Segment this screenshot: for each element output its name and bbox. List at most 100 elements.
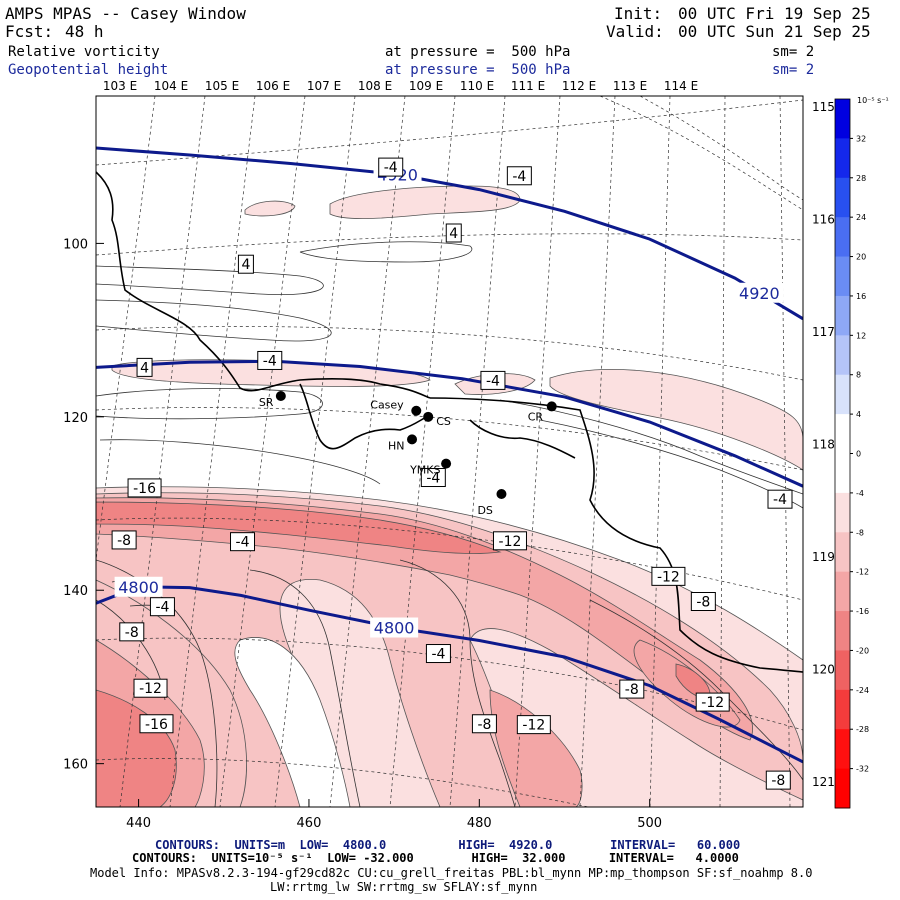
station-label-cr: CR (528, 410, 544, 423)
x-tick-label: 480 (467, 816, 492, 831)
colorbar-level-label: -4 (856, 489, 864, 498)
vorticity-label-box (695, 692, 730, 712)
y-tick-label: 100 (63, 237, 88, 252)
footer-model-info-2: LW:rrtmg_lw SW:rrtmg_sw SFLAY:sf_mynn (270, 880, 538, 894)
vorticity-label: -4 (512, 169, 526, 185)
contour-positive-4 (96, 388, 323, 420)
colorbar-level-label: 32 (856, 134, 866, 143)
colorbar-segment (835, 99, 850, 139)
vorticity-label-box (149, 597, 175, 617)
field2-level: at pressure = 500 hPa (385, 62, 571, 78)
colorbar-level-label: 16 (856, 292, 866, 301)
height-label-bg (370, 617, 419, 638)
vorticity-fill-upper-2 (244, 200, 296, 217)
vorticity-label-box (690, 592, 716, 612)
x-tick-label: 440 (126, 816, 151, 831)
colorbar-segment (835, 335, 850, 376)
vorticity-label: -8 (125, 625, 139, 641)
vorticity-label-box (230, 532, 256, 552)
vorticity-fill-band-16 (96, 501, 502, 555)
height-label-4800: 4800 (118, 578, 159, 597)
contour-negative-2 (399, 559, 516, 807)
vorticity-label: -4 (773, 492, 787, 508)
lon-label-right-bg (812, 436, 834, 453)
lon-label-right-bg (812, 661, 834, 678)
field1-sm: sm= 2 (772, 44, 815, 60)
fcst-value: 48 h (65, 22, 104, 41)
vorticity-label-box (492, 531, 527, 551)
valid-value: 00 UTC Sun 21 Sep 25 (678, 22, 871, 41)
longitude-labels-top: 103 E 104 E 105 E 106 E 107 E 108 E 109 E 110 E… (103, 79, 698, 93)
y-tick-label: 120 (63, 411, 88, 426)
vorticity-label-box (516, 715, 551, 735)
field2-name: Geopotential height (8, 62, 169, 78)
vorticity-label: -8 (625, 682, 639, 698)
vorticity-label: -8 (771, 773, 785, 789)
station-marker-cr (546, 401, 557, 412)
vorticity-label: -12 (657, 569, 680, 585)
station-marker-hn (407, 434, 418, 445)
x-tick-label: 500 (637, 816, 662, 831)
lon-label-top: 108 E (358, 79, 392, 93)
vorticity-label-box (237, 254, 254, 274)
vorticity-label: -12 (139, 681, 162, 697)
lon-label-right-bg (812, 549, 834, 565)
thin-contours (96, 241, 803, 807)
colorbar-level-label: 12 (856, 331, 866, 340)
vorticity-label: -4 (236, 535, 250, 551)
vorticity-label: -12 (499, 534, 522, 550)
station-marker-cs (423, 411, 434, 422)
lon-label-right-bg (812, 324, 834, 340)
vorticity-label-box (139, 714, 174, 734)
vorticity-label: -16 (133, 481, 156, 497)
lon-label-top: 104 E (154, 79, 188, 93)
vorticity-label: 4 (449, 226, 458, 242)
colorbar-segment (835, 768, 850, 809)
height-contour-4920 (96, 146, 803, 321)
vorticity-label-box (111, 530, 137, 550)
init-label: Init: (614, 4, 663, 23)
stations: SR Casey CS CR HN YMKS DS (259, 391, 557, 517)
vorticity-label-box (506, 166, 532, 186)
lon-label-right-bg (812, 211, 834, 228)
colorbar-level-label: -28 (856, 725, 869, 734)
colorbar-level-label: -20 (856, 646, 869, 655)
vorticity-label-box (136, 357, 153, 377)
station-label-ds: DS (477, 504, 492, 517)
contour-positive-2 (96, 299, 332, 342)
lon-label-top: 105 E (205, 79, 239, 93)
colorbar-unit: 10⁻⁵ s⁻¹ (857, 96, 889, 105)
plot-frame (95, 95, 804, 808)
footer-model-info-1: Model Info: MPASv8.2.3-194-gf29cd82c CU:… (90, 866, 813, 880)
colorbar-level-label: 20 (856, 253, 866, 262)
vorticity-label: -12 (701, 695, 724, 711)
vorticity-label: -4 (155, 600, 169, 616)
contour-negative-3 (249, 569, 361, 807)
colorbar-level-label: 0 (856, 450, 861, 459)
lon-label-top: 111 E (511, 79, 545, 93)
height-label-bg (735, 282, 784, 303)
init-value: 00 UTC Fri 19 Sep 25 (678, 4, 871, 23)
x-axis-ticks: 440 460 480 500 (126, 799, 662, 831)
colorbar-segment (835, 177, 850, 218)
colorbar-segment (835, 414, 850, 454)
lon-label-top: 113 E (613, 79, 647, 93)
vorticity-label-box (378, 157, 404, 177)
vorticity-label: 4 (241, 257, 250, 273)
footer-height-contours: CONTOURS: UNITS=m LOW= 4800.0 HIGH= 4920… (155, 838, 741, 852)
contour-positive-6 (99, 439, 381, 485)
field1-name: Relative vorticity (8, 44, 160, 60)
lon-label-right-bg (812, 99, 834, 115)
colorbar-level-label: -8 (856, 528, 864, 537)
vorticity-label: -4 (263, 353, 277, 369)
colorbar-segment (835, 217, 850, 258)
colorbar-segment (835, 374, 850, 415)
colorbar-segment (835, 492, 850, 533)
vorticity-label-box (133, 678, 168, 698)
station-label-sr: SR (259, 396, 274, 409)
colorbar-segment (835, 295, 850, 336)
station-label-cs: CS (436, 415, 451, 428)
vorticity-label: -8 (477, 717, 491, 733)
vorticity-label-box (651, 566, 686, 586)
